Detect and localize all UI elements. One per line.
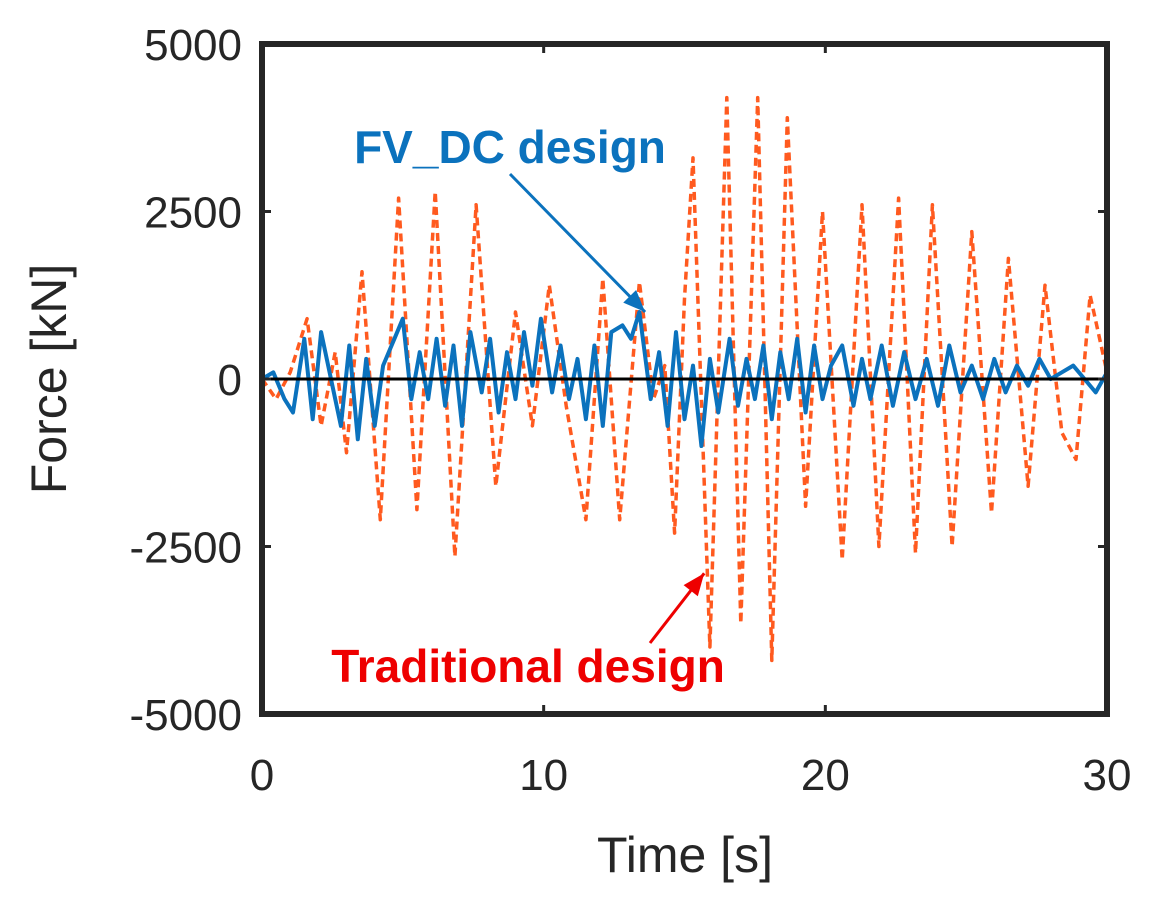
y-tick-label: -5000 <box>129 691 242 740</box>
annotation-arrow-line <box>508 172 647 314</box>
series-line-traditional-design <box>262 95 1107 663</box>
x-tick-label: 10 <box>519 751 568 800</box>
series-line-fv-dc-design <box>262 310 1107 448</box>
y-axis-label: Force [kN] <box>21 264 77 495</box>
annotation-arrow-head <box>623 289 646 312</box>
annotation-layer: FV_DC design Traditional design <box>331 121 725 692</box>
y-tick-label: -2500 <box>129 524 242 573</box>
x-tick-label: 0 <box>250 751 274 800</box>
y-tick-label: 5000 <box>144 21 242 70</box>
x-tick-label: 20 <box>801 751 850 800</box>
y-tick-label: 2500 <box>144 189 242 238</box>
ticks-layer: 0 10 20 30 5000 2500 0 -2500 -5000 <box>129 21 1131 800</box>
annotation-label: Traditional design <box>331 640 725 692</box>
y-tick-label: 0 <box>218 356 242 405</box>
series-layer <box>262 95 1107 663</box>
annotation-arrow-head <box>683 573 705 597</box>
annotation-label: FV_DC design <box>354 121 666 173</box>
x-tick-label: 30 <box>1083 751 1132 800</box>
x-axis-label: Time [s] <box>597 827 773 883</box>
